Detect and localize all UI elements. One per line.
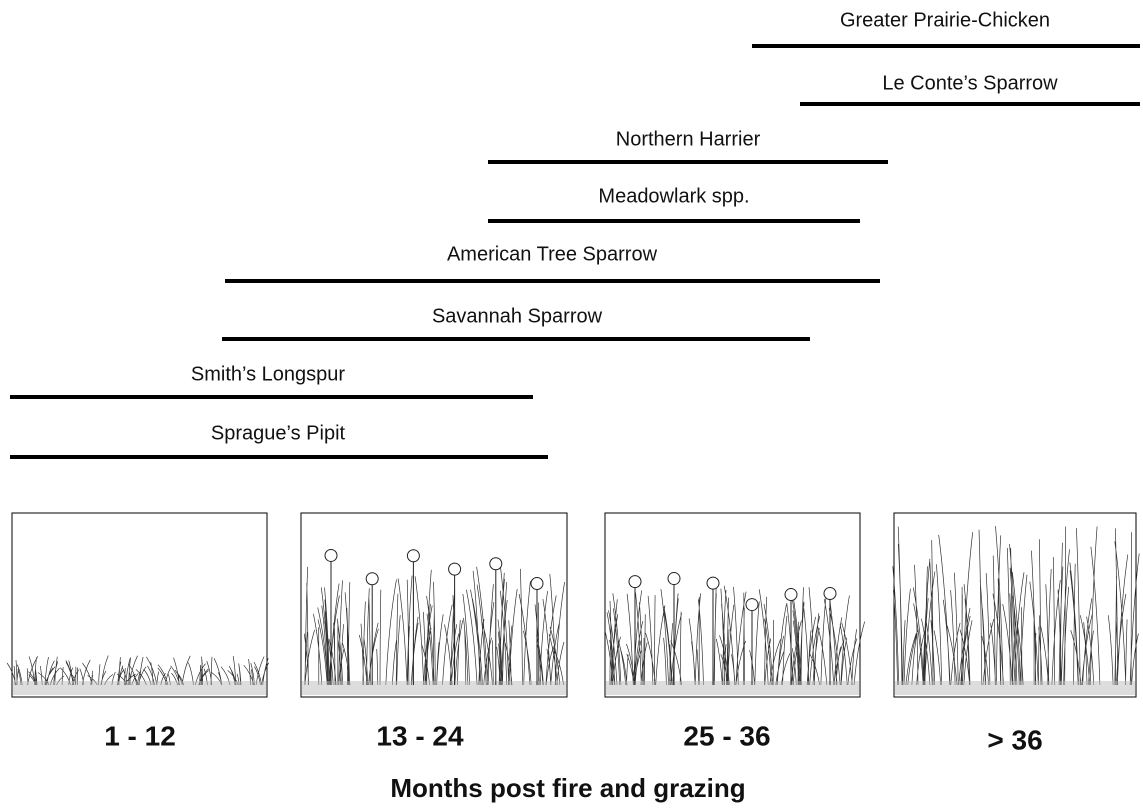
grass-strokes xyxy=(604,585,866,686)
axis-title: Months post fire and grazing xyxy=(390,773,745,803)
species-label: Le Conte’s Sparrow xyxy=(882,72,1058,94)
flower-head xyxy=(667,572,681,586)
panel-label: 1 - 12 xyxy=(104,720,176,751)
grass-strokes xyxy=(892,526,1140,686)
flower-head xyxy=(365,572,379,586)
flower-head xyxy=(406,549,420,563)
habitat-illustration xyxy=(6,655,270,695)
species-label: Northern Harrier xyxy=(616,128,761,150)
flower-head xyxy=(448,562,462,576)
habitat-illustration xyxy=(892,526,1140,695)
ground xyxy=(895,681,1135,695)
species-ranges: Greater Prairie-Chicken Le Conte’s Sparro… xyxy=(10,9,1140,459)
grass-strokes xyxy=(303,565,565,686)
panel-label: 13 - 24 xyxy=(376,720,464,751)
ground xyxy=(606,681,859,695)
flower-head xyxy=(628,575,642,589)
ground xyxy=(302,681,566,695)
habitat-image-frame xyxy=(604,512,861,698)
species-label: Smith’s Longspur xyxy=(191,363,346,385)
flower-head xyxy=(706,576,720,590)
flower-head xyxy=(823,586,837,600)
species-label: Greater Prairie-Chicken xyxy=(840,9,1050,31)
ground xyxy=(13,681,266,695)
species-label: Meadowlark spp. xyxy=(598,185,749,207)
habitat-illustration xyxy=(302,548,566,695)
grass-strokes xyxy=(6,655,270,686)
flower-head xyxy=(489,557,503,571)
flower-head xyxy=(530,577,544,591)
panel-label: 25 - 36 xyxy=(683,720,770,751)
habitat-image-frame xyxy=(11,512,268,698)
habitat-panels: 1 - 12 13 - 24 25 - 36 > 36 xyxy=(6,512,1140,755)
flower-head xyxy=(745,598,759,612)
species-label: American Tree Sparrow xyxy=(447,243,658,265)
flower-head xyxy=(324,548,338,562)
panel-label: > 36 xyxy=(987,724,1042,755)
habitat-illustration xyxy=(604,572,866,695)
flower-head xyxy=(784,588,798,602)
species-label: Sprague’s Pipit xyxy=(211,422,346,444)
species-label: Savannah Sparrow xyxy=(432,305,603,327)
